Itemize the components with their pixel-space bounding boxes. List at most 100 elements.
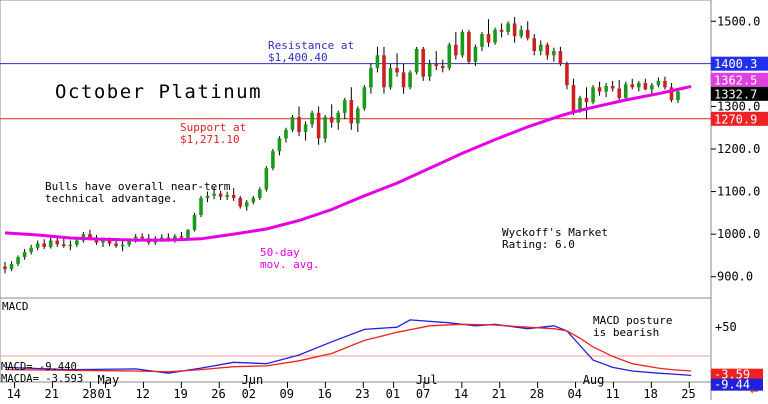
candle-body [192,214,197,230]
candle [440,59,445,73]
candle-body [663,80,667,88]
candle-body [460,31,465,56]
candle [434,51,439,71]
date-tick-label: 09 [279,387,293,400]
candle-body [107,240,112,244]
candle-body [656,80,661,86]
candle [447,42,452,71]
candle-body [636,83,641,88]
candle [597,81,602,96]
candle-body [277,138,282,152]
date-tick-label: 19 [173,387,187,400]
candle [519,25,523,39]
candle-body [382,55,386,88]
candle [16,255,20,267]
candle-body [525,29,530,39]
price-tick-label: 1500.0 [717,14,760,28]
candle [212,187,216,200]
candle [512,17,517,43]
candle-body [643,83,648,90]
candle [584,87,589,120]
candle [427,59,432,81]
candle [532,34,537,56]
scroll-left-arrow-icon[interactable]: ← [750,383,758,399]
candle [571,78,576,115]
candle [244,200,249,211]
candle-body [29,247,33,253]
price-tag-label: 1332.7 [714,87,757,101]
macd-tag-label: -3.59 [714,368,750,382]
date-tick-label: 28 [530,387,544,400]
candle [650,83,654,94]
date-tick-label: 21 [44,387,58,400]
candle-body [290,117,295,130]
candle-body [140,236,145,239]
candle-body [199,197,203,215]
resistance-label-line2: $1,400.40 [268,51,328,64]
candle [68,240,73,251]
candle-body [244,202,249,207]
candle [199,195,203,218]
price-tag-bg [711,111,768,126]
candle [231,188,236,201]
candle [303,121,308,141]
date-axis-ticks: 14 21 28 01 12 19 26 02 09 16 23 01 07 14 21 28 04 11 18 25… [7,373,696,401]
candle [676,89,680,104]
candle-body [68,244,73,247]
candle [486,19,491,47]
candle [382,46,386,94]
candle [408,70,412,90]
candle-body [271,151,275,169]
candle-body [571,85,576,111]
candle-body [473,46,478,62]
candle [310,110,314,128]
price-tag: 1332.7 [711,86,768,101]
candle [480,31,484,52]
candle [186,229,190,240]
candle [617,80,621,103]
candle-body [395,68,399,73]
bulls-note-line2: technical advantage. [45,192,177,205]
month-label: Aug [583,373,605,387]
candle-body [552,51,556,56]
macd-axis-tick: +50 [715,320,737,334]
candle-body [669,87,674,101]
candle-body [467,31,471,62]
macd-lines [4,319,692,377]
candle-body [186,229,190,238]
chart-title: October Platinum [55,81,262,103]
candle [342,97,347,120]
price-tag-label: 1400.3 [714,57,757,71]
candle [277,136,282,156]
candle [375,46,380,73]
candle-body [218,193,223,197]
candle [467,29,471,64]
macd-tag: -9.44 [711,378,763,392]
candle-body [173,236,177,240]
price-tag-bg [711,72,768,87]
month-label: May [98,373,120,387]
price-tick-label: 1100.0 [717,185,760,199]
candle-body [238,197,243,207]
candle-body [101,240,105,243]
candle-body [493,29,497,43]
date-tick-label: 04 [568,387,582,400]
macd-readout: MACD= -9.440 [1,361,77,373]
candle-body [532,38,537,52]
candle-body [369,68,373,88]
candle [388,63,393,90]
candle-body [480,34,484,47]
macd-series-macd [4,319,692,377]
candle [42,239,47,250]
price-tag-bg [711,86,768,101]
price-tick-label: 1200.0 [717,142,760,156]
candle-body [584,97,589,103]
candle-body [62,244,66,247]
candle-body [75,240,79,245]
support-label-line2: $1,271.10 [180,133,240,146]
candle-body [434,63,439,66]
candle-body [630,84,635,88]
candle [623,81,628,100]
candle [258,187,262,201]
candle [120,240,125,252]
